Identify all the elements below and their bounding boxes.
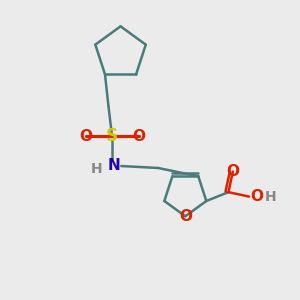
Text: S: S	[106, 127, 118, 145]
Text: O: O	[250, 189, 263, 204]
Text: O: O	[132, 129, 145, 144]
Text: O: O	[226, 164, 239, 179]
Text: H: H	[91, 162, 103, 176]
Text: O: O	[179, 209, 192, 224]
Text: H: H	[265, 190, 277, 204]
Text: N: N	[108, 158, 121, 173]
Text: O: O	[79, 129, 92, 144]
